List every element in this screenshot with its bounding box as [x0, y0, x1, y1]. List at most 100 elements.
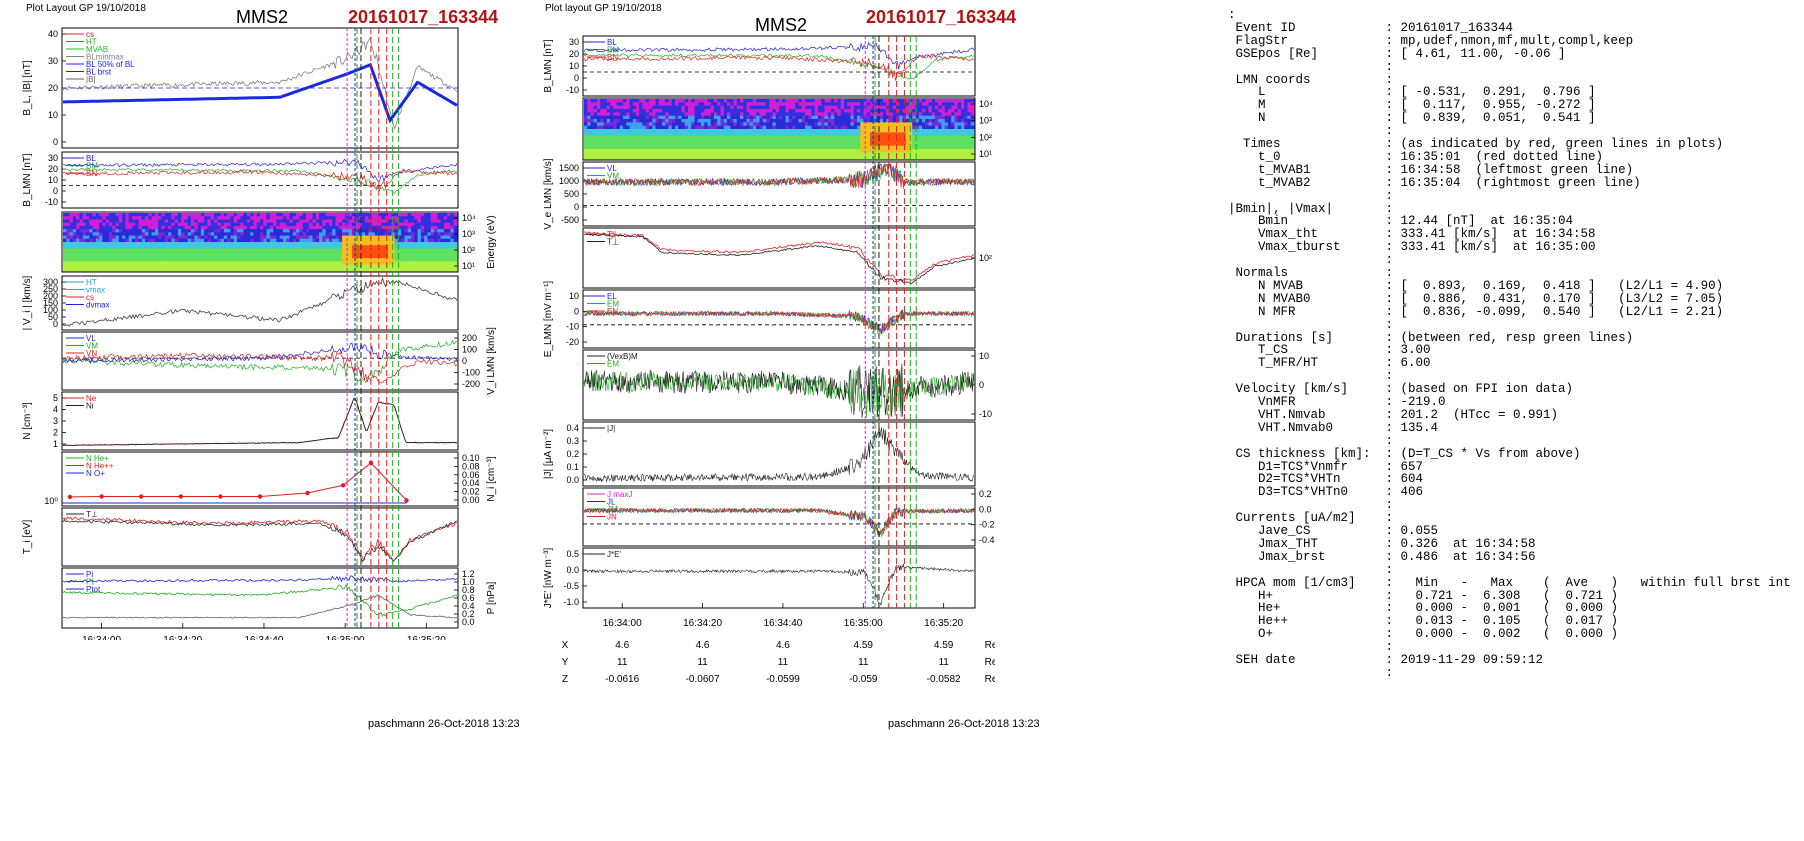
trace-Ni	[62, 397, 457, 446]
summary-line: Jmax_THT : 0.326 at 16:34:58	[1228, 536, 1536, 551]
legend-label: EM	[607, 360, 619, 369]
ephem-value: 11	[697, 657, 708, 668]
trace-J	[583, 427, 975, 483]
trace-em-g	[583, 366, 975, 418]
ephem-value: -0.0616	[605, 674, 639, 685]
y-tick-label: 10	[569, 61, 579, 71]
x-tick-label: 16:34:20	[683, 618, 722, 629]
panel-je: 0.5 0.0 -0.5 -1.0 J*E' [nW m⁻³] J*E'	[543, 547, 976, 609]
y-tick-label: 0	[53, 186, 58, 196]
y-tick-label: 300	[43, 277, 58, 287]
panel-em: 100-10E_M [mV m⁻¹](VexB)MEM	[582, 349, 992, 421]
y-tick-label: 0.1	[566, 462, 579, 472]
summary-line: VHT.Nmvab : 201.2 (HTcc = 0.991)	[1228, 407, 1559, 422]
ephem-value: -0.0607	[686, 674, 720, 685]
y-axis-label: E_LMN [mV m⁻¹]	[543, 281, 554, 358]
y-axis-label: N [cm⁻³]	[22, 402, 33, 440]
middle-footer: paschmann 26-Oct-2018 13:23	[888, 718, 1040, 730]
ephem-unit: Re	[985, 657, 995, 668]
y-tick-label: 200	[43, 291, 58, 301]
legend-label: HT	[86, 278, 97, 287]
y-axis-label: B_L, |B| [nT]	[22, 60, 33, 115]
panel-frame	[582, 547, 976, 609]
y-tick-label: -10	[566, 322, 579, 332]
legend-label: Ni	[86, 402, 94, 411]
panel-ti: T_i [eV] T⊥	[22, 507, 459, 567]
y-tick-label: -0.2	[979, 520, 995, 530]
y-tick-label: 10²	[979, 132, 992, 142]
y-axis-label: B_LMN [nT]	[543, 39, 554, 93]
legend-label: Pi	[86, 570, 93, 579]
summary-line: N MFR : [ 0.836, -0.099, 0.540 ] (L2/L1 …	[1228, 304, 1724, 319]
y-tick-label: 1.2	[462, 569, 475, 579]
legend-label: Ptot	[86, 585, 101, 594]
trace-Ptot	[62, 575, 458, 583]
panel-frame	[61, 391, 459, 451]
x-tick-label: 16:35:20	[407, 635, 446, 640]
legend-label: T⊥	[607, 238, 619, 247]
y-tick-label: 0	[53, 319, 58, 329]
y-tick-label: 0	[574, 73, 579, 83]
y-tick-label: 100	[462, 345, 477, 355]
y-tick-label: 1000	[559, 176, 579, 186]
panel-j: 0.4 0.3 0.2 0.1 0.0 |J| [μA m⁻²] |J|	[543, 421, 976, 487]
trace-Pi	[62, 594, 458, 619]
summary-line: GSEpos [Re] : [ 4.61, 11.00, -0.06 ]	[1228, 46, 1566, 61]
y-tick-label: 2	[53, 428, 58, 438]
x-tick-label: 16:35:00	[326, 635, 365, 640]
y-tick-label: 10	[48, 175, 58, 185]
trace-ve-1	[583, 163, 975, 189]
middle-event-title: 20161017_163344	[866, 7, 1017, 27]
legend-label: N He+	[86, 454, 109, 463]
y-tick-label: 0	[574, 202, 579, 212]
summary-line: HPCA mom [1/cm3] : Min - Max ( Ave ) wit…	[1228, 575, 1791, 590]
y-tick-label: 500	[564, 189, 579, 199]
summary-line: :	[1228, 317, 1394, 332]
y-tick-label: 0.02	[462, 487, 480, 497]
summary-line: Vmax_tburst : 333.41 [km/s] at 16:35:00	[1228, 240, 1596, 255]
y-tick-label: 40	[48, 29, 58, 39]
legend-label: T⊥	[86, 510, 98, 519]
summary-line: :	[1228, 124, 1394, 139]
y-tick-label: 5	[53, 393, 58, 403]
summary-line: Jave_CS : 0.055	[1228, 524, 1439, 538]
y-tick-label: 0	[53, 137, 58, 147]
summary-line: t_0 : 16:35:01 (red dotted line)	[1228, 149, 1604, 164]
legend-label: BL 50% of BL	[86, 60, 135, 69]
y-tick-label: 0.5	[566, 549, 579, 559]
y-tick-label: 200	[462, 333, 477, 343]
trace-em-k	[583, 363, 975, 419]
panel-frame	[61, 507, 459, 567]
y-tick-label: 10²	[979, 253, 992, 263]
y-tick-label: 10³	[462, 229, 475, 239]
y-axis-label: | V_i | [km/s]	[22, 275, 33, 330]
trace-BL	[583, 41, 975, 70]
y-tick-label: 10¹	[462, 261, 475, 271]
legend-label: MVAB	[86, 45, 108, 54]
x-tick-label: 16:34:20	[163, 635, 202, 640]
ephem-value: 4.6	[615, 640, 629, 651]
trace-e-2	[583, 309, 975, 333]
y-tick-label: -100	[462, 368, 480, 378]
y-tick-label: 4	[53, 405, 58, 415]
summary-line: Jmax_brst : 0.486 at 16:34:56	[1228, 549, 1536, 564]
summary-line: t_MVAB2 : 16:35:04 (rightmost green line…	[1228, 175, 1641, 190]
y-tick-label: 10⁴	[462, 213, 476, 223]
y-tick-label: 0.2	[979, 489, 992, 499]
ephem-value: 4.6	[776, 640, 790, 651]
ephem-unit: Re	[985, 674, 995, 685]
y-axis-label: P [nPa]	[486, 581, 497, 614]
summary-line: He++ : 0.013 - 0.105 ( 0.017 )	[1228, 614, 1619, 629]
legend-label: BL brst	[86, 68, 112, 77]
legend-label: BM	[86, 162, 98, 171]
y-tick-label: -10	[45, 197, 58, 207]
legend-label: dvmax	[86, 301, 110, 310]
legend-label: cs	[86, 30, 94, 39]
middle-header: Plot layout GP 19/10/2018	[545, 3, 662, 14]
